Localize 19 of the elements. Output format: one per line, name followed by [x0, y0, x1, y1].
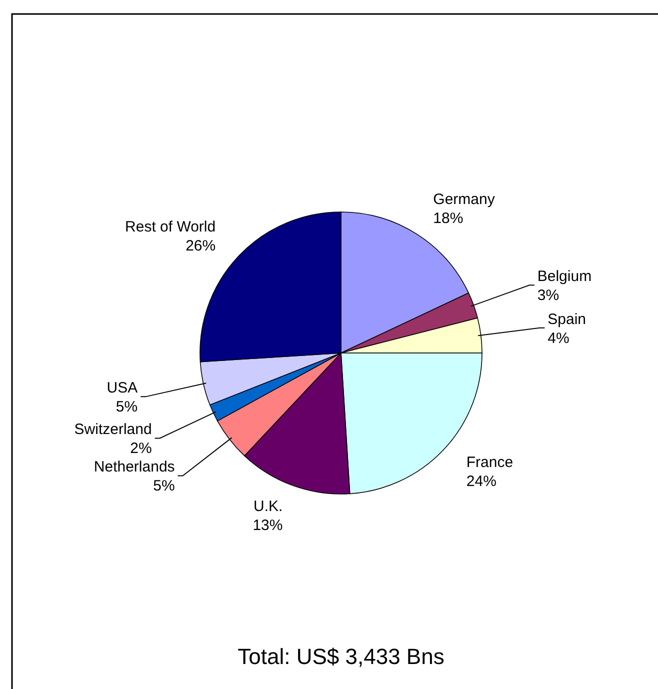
data-label: 4% — [548, 330, 570, 347]
slice-label: France — [466, 454, 514, 471]
data-label: 24% — [466, 472, 496, 490]
data-label: 2% — [130, 440, 152, 458]
slice-label: Switzerland — [74, 421, 152, 438]
text: Total: US$ 3,433 Bns — [238, 644, 444, 669]
data-label: 5% — [116, 398, 138, 416]
slice-label: Spain — [548, 310, 586, 328]
slice-label: Netherlands — [94, 458, 175, 476]
data-label: 5% — [153, 478, 175, 495]
slice-label: Belgium — [537, 268, 592, 286]
data-label: 26% — [186, 237, 216, 254]
slice-label: USA — [106, 380, 138, 397]
data-label: 13% — [252, 516, 283, 534]
data-label: 3% — [537, 287, 560, 304]
slice-label: Germany — [433, 190, 496, 208]
slice-label: U.K. — [254, 498, 283, 515]
slice-label: Rest of World — [125, 218, 216, 236]
data-label: 18% — [433, 210, 464, 227]
